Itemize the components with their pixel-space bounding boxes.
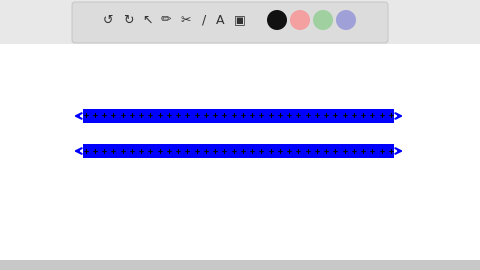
Bar [83,144,394,158]
Text: ↖: ↖ [143,14,153,26]
Text: ✏: ✏ [161,14,171,26]
Text: +: + [213,112,218,120]
Text: +: + [268,147,273,156]
Text: +: + [259,112,264,120]
Text: +: + [84,112,88,120]
Text: +: + [305,112,310,120]
Circle shape [336,10,356,30]
Text: +: + [222,147,227,156]
Text: +: + [157,112,162,120]
Text: +: + [277,147,283,156]
Text: +: + [333,147,338,156]
Text: ↺: ↺ [103,14,113,26]
Text: +: + [250,112,255,120]
Text: +: + [167,147,172,156]
Circle shape [313,10,333,30]
Text: +: + [324,147,329,156]
Text: +: + [194,112,199,120]
Text: +: + [351,112,357,120]
Text: +: + [120,147,125,156]
Text: +: + [157,147,162,156]
Text: +: + [259,147,264,156]
Text: +: + [176,112,181,120]
Text: A: A [216,14,224,26]
Text: +: + [361,112,366,120]
Text: +: + [379,147,384,156]
Text: +: + [148,147,153,156]
Text: +: + [268,112,273,120]
Text: +: + [139,147,144,156]
Text: +: + [176,147,181,156]
Text: ↻: ↻ [123,14,133,26]
Text: +: + [333,112,338,120]
Text: +: + [240,112,246,120]
Text: +: + [379,112,384,120]
Text: +: + [93,147,98,156]
Text: +: + [93,112,98,120]
Text: +: + [130,112,135,120]
Text: +: + [351,147,357,156]
Text: +: + [167,112,172,120]
Text: +: + [287,147,292,156]
Circle shape [267,10,287,30]
Text: +: + [185,112,190,120]
Text: ▣: ▣ [234,14,246,26]
Text: +: + [102,112,107,120]
Text: +: + [370,147,375,156]
Text: +: + [231,112,236,120]
Text: +: + [139,112,144,120]
Text: +: + [296,112,301,120]
Text: +: + [287,112,292,120]
Bar [0,44,480,260]
Text: +: + [213,147,218,156]
Text: +: + [277,112,283,120]
Text: +: + [342,112,348,120]
Text: +: + [342,147,348,156]
Text: +: + [250,147,255,156]
Bar [83,109,394,123]
Text: +: + [194,147,199,156]
Text: +: + [222,112,227,120]
Text: +: + [120,112,125,120]
Text: +: + [370,112,375,120]
Text: +: + [102,147,107,156]
Text: +: + [361,147,366,156]
Text: +: + [240,147,246,156]
Text: +: + [84,147,88,156]
Text: +: + [314,112,320,120]
Text: +: + [388,112,394,120]
Text: +: + [296,147,301,156]
Text: +: + [130,147,135,156]
Text: +: + [111,147,116,156]
Text: +: + [388,147,394,156]
Bar [0,260,480,270]
Text: +: + [204,147,209,156]
Text: ✂: ✂ [181,14,191,26]
Text: +: + [305,147,310,156]
Text: +: + [314,147,320,156]
Circle shape [290,10,310,30]
Text: +: + [324,112,329,120]
FancyBboxPatch shape [72,2,388,43]
Text: +: + [148,112,153,120]
Text: +: + [231,147,236,156]
Text: +: + [204,112,209,120]
Text: +: + [185,147,190,156]
Text: +: + [111,112,116,120]
Text: /: / [202,14,206,26]
